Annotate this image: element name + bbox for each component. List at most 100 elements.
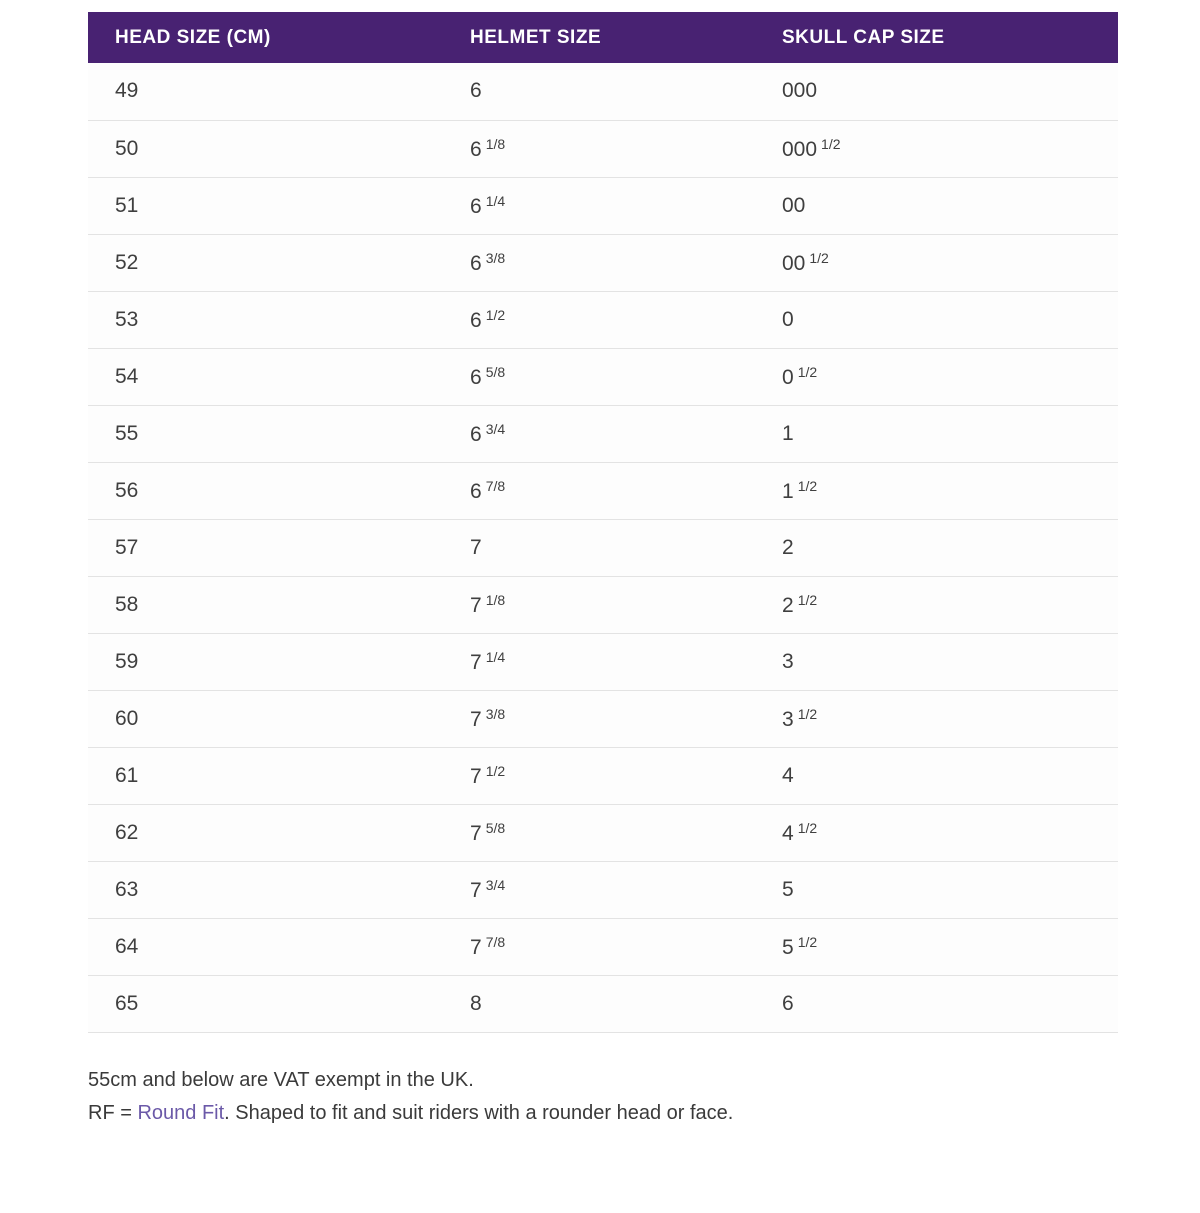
helmet-size-cell-value: 6 bbox=[470, 79, 482, 103]
column-header-head-size: HEAD SIZE (CM) bbox=[88, 12, 443, 63]
head-size-cell-value: 49 bbox=[115, 79, 139, 103]
skull-cap-size-cell: 00 bbox=[755, 177, 1118, 235]
skull-cap-size-cell: 000 1/2 bbox=[755, 120, 1118, 178]
helmet-size-cell-value: 6 bbox=[470, 479, 482, 503]
head-size-cell: 54 bbox=[88, 348, 443, 406]
helmet-size-cell: 7 1/8 bbox=[443, 576, 755, 634]
skull-cap-size-cell: 0 bbox=[755, 291, 1118, 349]
table-row: 63 7 3/4 5 bbox=[88, 861, 1118, 919]
head-size-cell-value: 57 bbox=[115, 535, 139, 559]
skull-cap-size-cell-value: 5 bbox=[782, 935, 794, 959]
helmet-size-cell-fraction: 7/8 bbox=[485, 933, 506, 950]
helmet-size-cell: 7 3/4 bbox=[443, 861, 755, 919]
helmet-size-cell-fraction: 1/4 bbox=[485, 192, 506, 209]
helmet-size-chart: HEAD SIZE (CM) HELMET SIZE SKULL CAP SIZ… bbox=[88, 12, 1118, 1033]
skull-cap-size-cell-value: 0 bbox=[782, 307, 794, 331]
table-row: 53 6 1/2 0 bbox=[88, 291, 1118, 349]
helmet-size-cell-value: 7 bbox=[470, 764, 482, 788]
skull-cap-size-cell: 000 bbox=[755, 63, 1118, 121]
size-table: HEAD SIZE (CM) HELMET SIZE SKULL CAP SIZ… bbox=[88, 12, 1118, 1033]
helmet-size-cell-value: 6 bbox=[470, 308, 482, 332]
helmet-size-cell-fraction: 1/2 bbox=[485, 306, 506, 323]
head-size-cell: 49 bbox=[88, 63, 443, 121]
head-size-cell: 59 bbox=[88, 633, 443, 691]
head-size-cell-value: 64 bbox=[115, 934, 139, 958]
helmet-size-cell-fraction: 3/8 bbox=[485, 705, 506, 722]
footnotes: 55cm and below are VAT exempt in the UK.… bbox=[88, 1064, 1200, 1130]
table-row: 51 6 1/4 00 bbox=[88, 177, 1118, 235]
helmet-size-cell: 8 bbox=[443, 975, 755, 1033]
skull-cap-size-cell-value: 000 bbox=[782, 137, 818, 161]
table-row: 54 6 5/8 0 1/2 bbox=[88, 348, 1118, 406]
head-size-cell-value: 63 bbox=[115, 877, 139, 901]
skull-cap-size-cell: 2 bbox=[755, 519, 1118, 577]
head-size-cell: 50 bbox=[88, 120, 443, 178]
head-size-cell-value: 62 bbox=[115, 820, 139, 844]
helmet-size-cell-value: 7 bbox=[470, 821, 482, 845]
skull-cap-size-cell-fraction: 1/2 bbox=[821, 135, 841, 152]
rf-note-suffix: . Shaped to fit and suit riders with a r… bbox=[224, 1101, 734, 1124]
round-fit-link[interactable]: Round Fit bbox=[137, 1101, 225, 1124]
helmet-size-cell-fraction: 3/4 bbox=[485, 420, 506, 437]
skull-cap-size-cell-value: 5 bbox=[782, 877, 794, 901]
helmet-size-cell-value: 7 bbox=[470, 707, 482, 731]
header-row: HEAD SIZE (CM) HELMET SIZE SKULL CAP SIZ… bbox=[88, 12, 1118, 63]
helmet-size-cell: 6 3/4 bbox=[443, 405, 755, 463]
helmet-size-cell-fraction: 1/8 bbox=[485, 135, 506, 152]
skull-cap-size-cell-value: 3 bbox=[782, 649, 794, 673]
helmet-size-cell: 6 5/8 bbox=[443, 348, 755, 406]
helmet-size-cell-value: 6 bbox=[470, 194, 482, 218]
skull-cap-size-cell-value: 000 bbox=[782, 79, 818, 103]
head-size-cell-value: 50 bbox=[115, 136, 139, 160]
head-size-cell: 63 bbox=[88, 861, 443, 919]
skull-cap-size-cell-value: 3 bbox=[782, 707, 794, 731]
skull-cap-size-cell: 0 1/2 bbox=[755, 348, 1118, 406]
skull-cap-size-cell-fraction: 1/2 bbox=[797, 363, 818, 380]
table-row: 52 6 3/8 00 1/2 bbox=[88, 234, 1118, 292]
skull-cap-size-cell: 1 1/2 bbox=[755, 462, 1118, 520]
head-size-cell: 55 bbox=[88, 405, 443, 463]
helmet-size-cell-fraction: 1/4 bbox=[485, 648, 506, 665]
head-size-cell-value: 52 bbox=[115, 250, 139, 274]
table-row: 50 6 1/8 000 1/2 bbox=[88, 120, 1118, 178]
helmet-size-cell-value: 6 bbox=[470, 137, 482, 161]
skull-cap-size-cell-fraction: 1/2 bbox=[809, 249, 829, 266]
helmet-size-cell: 6 7/8 bbox=[443, 462, 755, 520]
helmet-size-cell-value: 6 bbox=[470, 422, 482, 446]
skull-cap-size-cell: 3 bbox=[755, 633, 1118, 691]
helmet-size-cell-fraction: 1/8 bbox=[485, 591, 506, 608]
table-row: 62 7 5/8 4 1/2 bbox=[88, 804, 1118, 862]
table-row: 57 7 2 bbox=[88, 519, 1118, 577]
helmet-size-cell-fraction: 5/8 bbox=[485, 363, 506, 380]
helmet-size-cell-value: 6 bbox=[470, 365, 482, 389]
helmet-size-cell: 7 7/8 bbox=[443, 918, 755, 976]
helmet-size-cell-value: 6 bbox=[470, 251, 482, 275]
head-size-cell-value: 55 bbox=[115, 421, 139, 445]
vat-note: 55cm and below are VAT exempt in the UK. bbox=[88, 1068, 474, 1091]
head-size-cell: 51 bbox=[88, 177, 443, 235]
helmet-size-cell: 6 1/8 bbox=[443, 120, 755, 178]
table-row: 64 7 7/8 5 1/2 bbox=[88, 918, 1118, 976]
skull-cap-size-cell: 6 bbox=[755, 975, 1118, 1033]
helmet-size-cell-fraction: 3/8 bbox=[485, 249, 506, 266]
table-row: 56 6 7/8 1 1/2 bbox=[88, 462, 1118, 520]
head-size-cell: 62 bbox=[88, 804, 443, 862]
skull-cap-size-cell-value: 2 bbox=[782, 593, 794, 617]
head-size-cell: 52 bbox=[88, 234, 443, 292]
skull-cap-size-cell: 1 bbox=[755, 405, 1118, 463]
skull-cap-size-cell-value: 4 bbox=[782, 821, 794, 845]
skull-cap-size-cell-value: 4 bbox=[782, 763, 794, 787]
skull-cap-size-cell-fraction: 1/2 bbox=[797, 933, 818, 950]
skull-cap-size-cell-value: 6 bbox=[782, 991, 794, 1015]
skull-cap-size-cell: 00 1/2 bbox=[755, 234, 1118, 292]
skull-cap-size-cell: 5 1/2 bbox=[755, 918, 1118, 976]
table-row: 49 6 000 bbox=[88, 63, 1118, 121]
helmet-size-cell-value: 7 bbox=[470, 535, 482, 559]
helmet-size-cell: 7 bbox=[443, 519, 755, 577]
skull-cap-size-cell: 4 1/2 bbox=[755, 804, 1118, 862]
skull-cap-size-cell: 3 1/2 bbox=[755, 690, 1118, 748]
helmet-size-cell: 6 1/4 bbox=[443, 177, 755, 235]
head-size-cell-value: 61 bbox=[115, 763, 139, 787]
head-size-cell: 58 bbox=[88, 576, 443, 634]
rf-note: RF = Round Fit. Shaped to fit and suit r… bbox=[88, 1097, 1200, 1130]
